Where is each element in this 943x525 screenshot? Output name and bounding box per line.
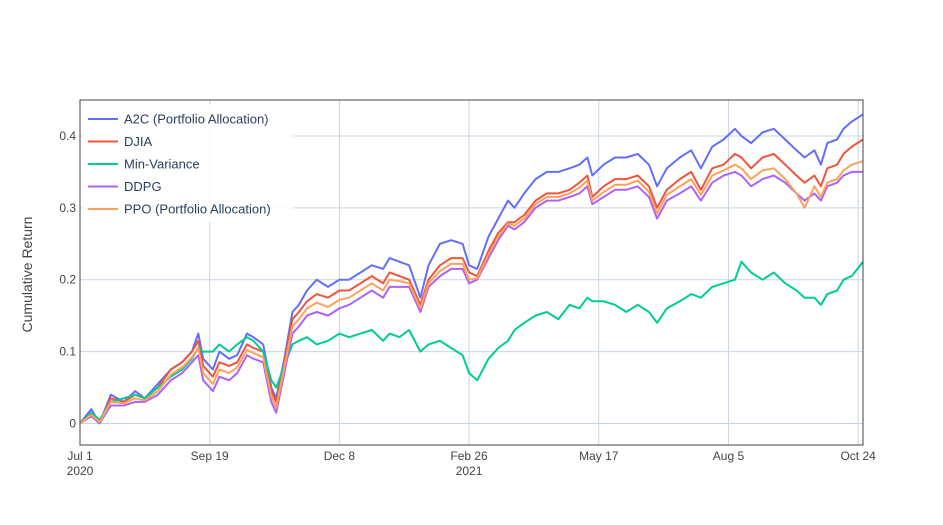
series-line-4 — [79, 160, 864, 425]
y-tick-label: 0.4 — [59, 129, 76, 143]
series-line-1 — [79, 138, 864, 425]
series-lines — [79, 113, 864, 425]
plot-frame — [79, 99, 864, 446]
legend-label: PPO (Portfolio Allocation) — [124, 202, 271, 217]
x-tick-label: May 17 — [579, 449, 619, 463]
legend-item[interactable]: Min-Variance — [88, 157, 200, 172]
x-tick-year-label: 2021 — [456, 464, 483, 478]
legend-label: A2C (Portfolio Allocation) — [124, 112, 269, 127]
y-tick-label: 0.3 — [59, 201, 76, 215]
y-tick-label: 0 — [69, 416, 76, 430]
legend-item[interactable]: A2C (Portfolio Allocation) — [88, 112, 269, 127]
legend-item[interactable]: DJIA — [88, 134, 153, 149]
series-line-3 — [79, 170, 863, 425]
y-axis-ticks: 0 0.1 0.2 0.3 0.4 — [59, 129, 76, 431]
legend-item[interactable]: DDPG — [88, 179, 162, 194]
y-tick-label: 0.2 — [59, 273, 76, 287]
legend-item[interactable]: PPO (Portfolio Allocation) — [88, 202, 271, 217]
series-line-2 — [79, 260, 864, 425]
series-line-0 — [79, 113, 864, 425]
legend[interactable]: A2C (Portfolio Allocation) DJIA Min-Varian… — [82, 104, 294, 222]
y-tick-label: 0.1 — [59, 345, 76, 359]
x-tick-label: Dec 8 — [324, 449, 356, 463]
legend-label: DJIA — [124, 134, 153, 149]
x-tick-year-label: 2020 — [67, 464, 94, 478]
x-tick-label: Feb 26 — [450, 449, 488, 463]
x-tick-label: Oct 24 — [840, 449, 876, 463]
legend-label: Min-Variance — [124, 157, 200, 172]
legend-label: DDPG — [124, 179, 162, 194]
x-tick-label: Jul 1 — [67, 449, 93, 463]
x-tick-label: Sep 19 — [191, 449, 229, 463]
x-tick-label: Aug 5 — [713, 449, 745, 463]
y-axis-title: Cumulative Return — [19, 217, 35, 333]
